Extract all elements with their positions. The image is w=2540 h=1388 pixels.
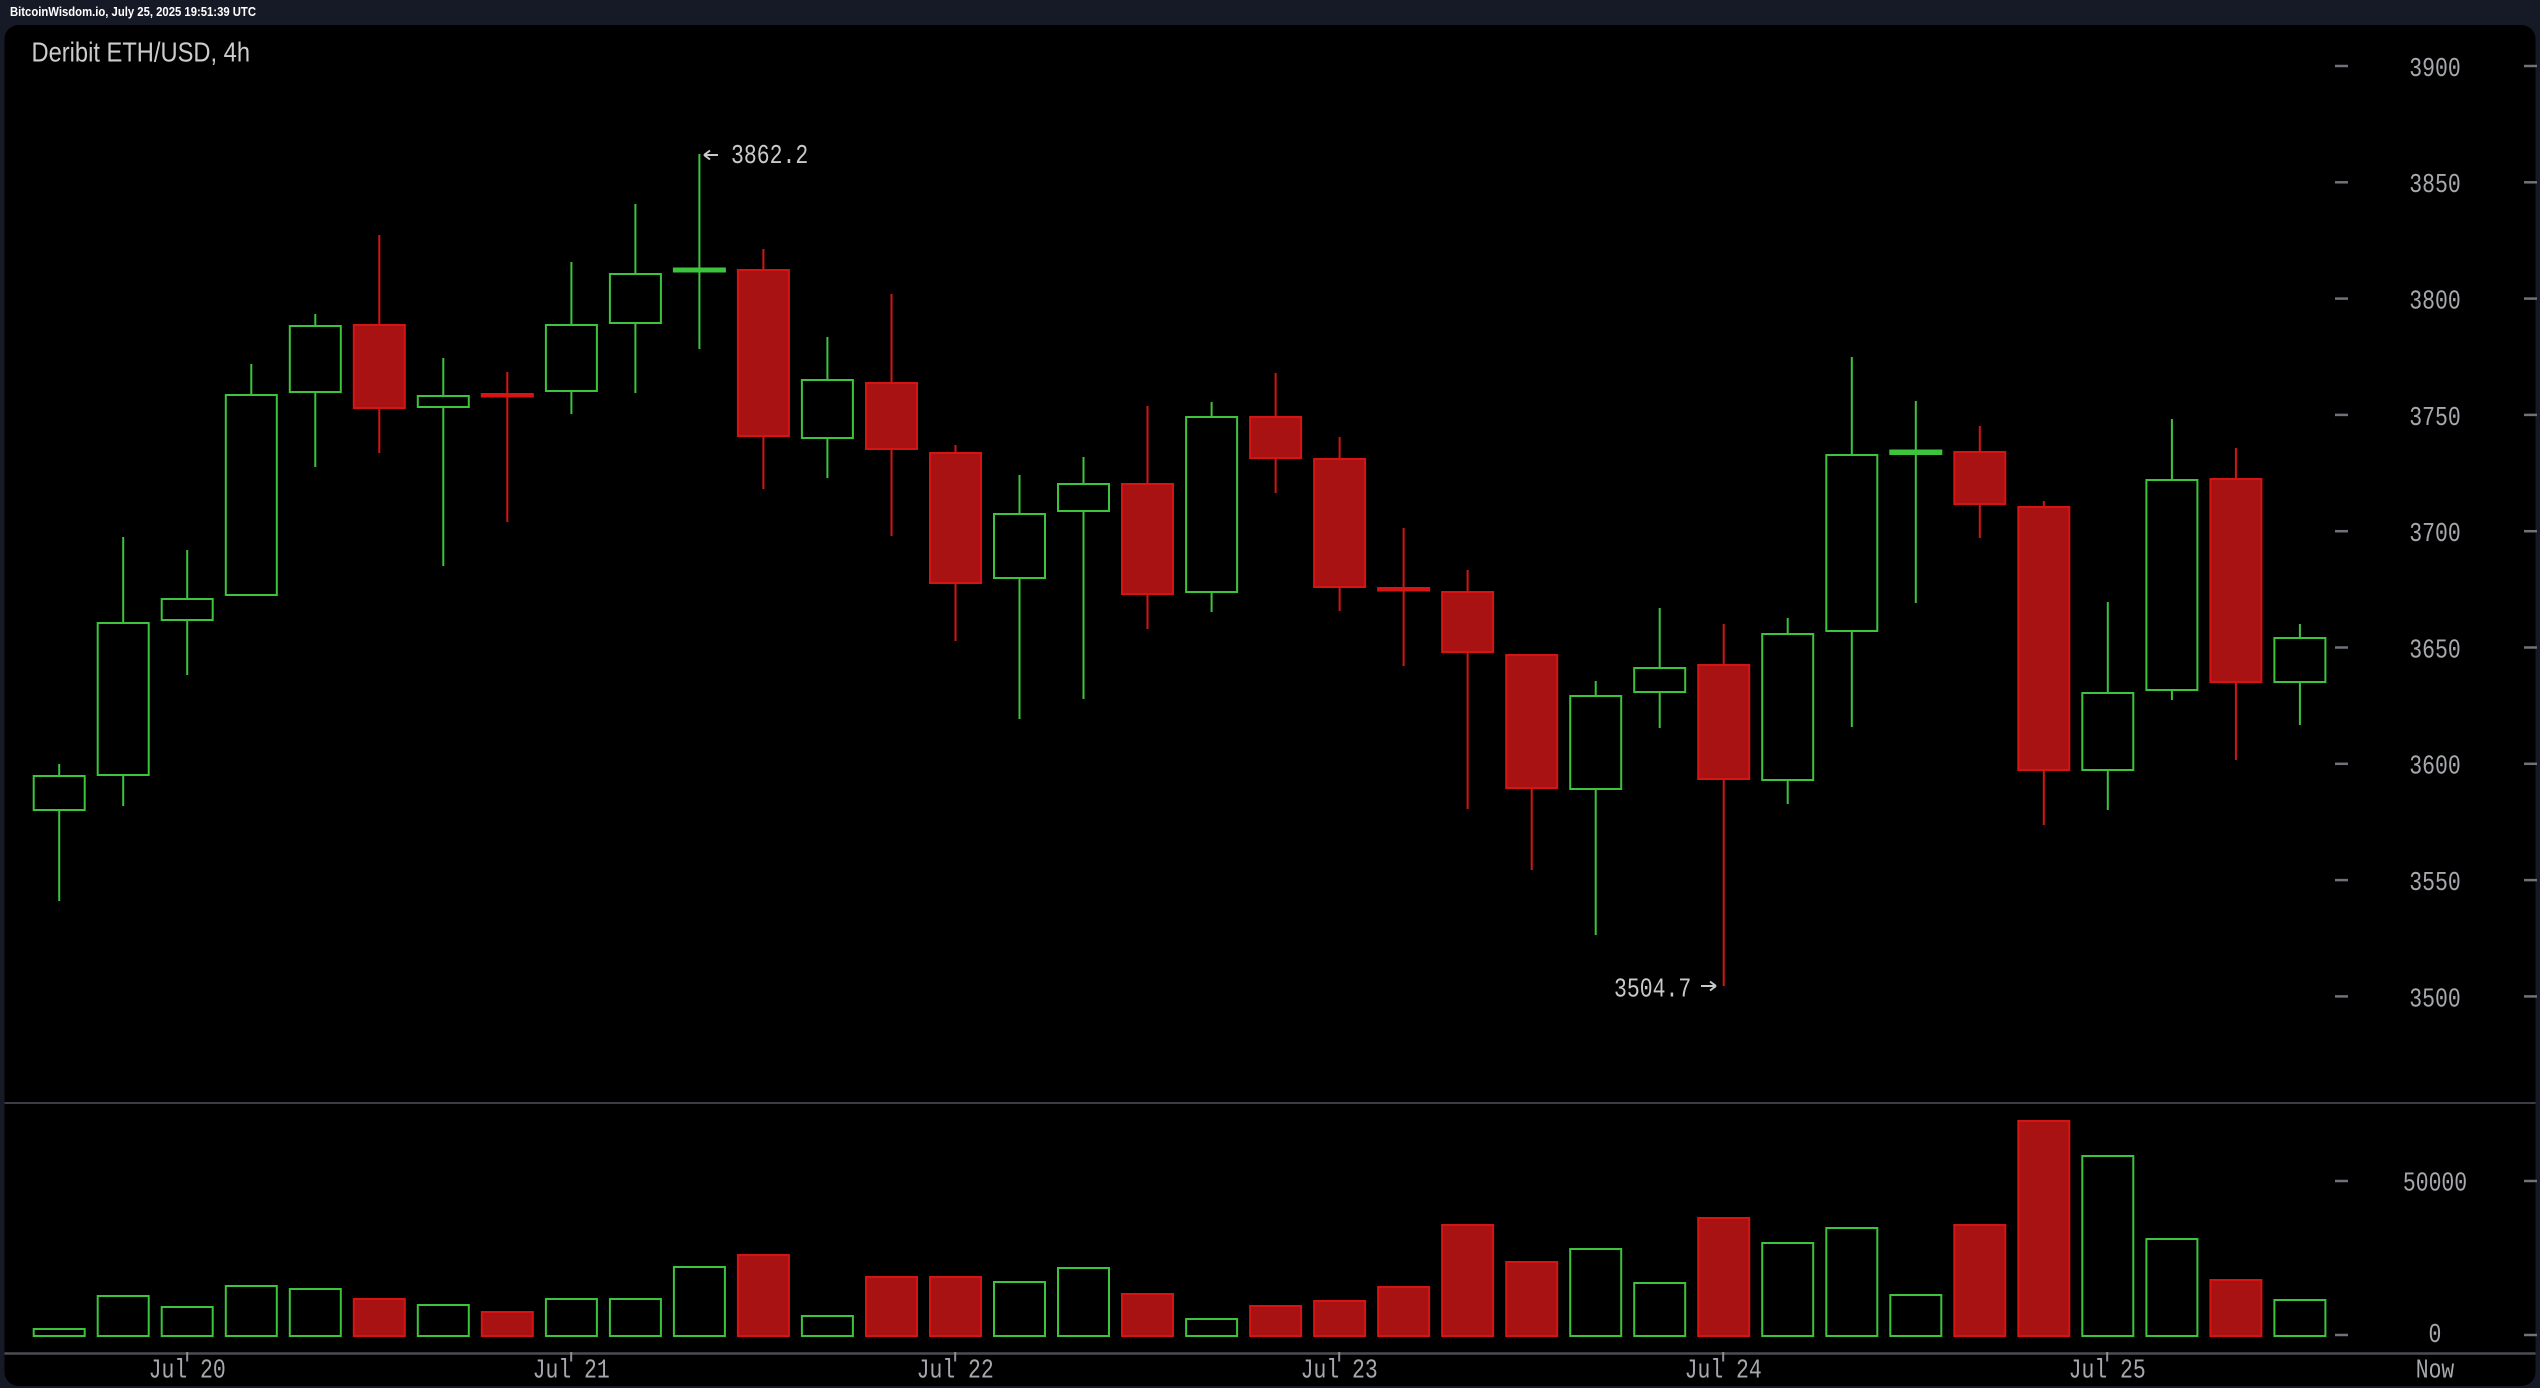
svg-text:Jul 21: Jul 21 bbox=[533, 1357, 610, 1387]
svg-text:3862.2: 3862.2 bbox=[731, 142, 808, 172]
svg-text:3850: 3850 bbox=[2409, 171, 2461, 201]
svg-text:Jul 24: Jul 24 bbox=[1685, 1357, 1762, 1387]
svg-text:3700: 3700 bbox=[2409, 520, 2461, 550]
svg-text:3900: 3900 bbox=[2409, 55, 2461, 85]
svg-text:3550: 3550 bbox=[2409, 869, 2461, 899]
svg-text:BitcoinWisdom.io, July 25, 202: BitcoinWisdom.io, July 25, 2025 19:51:39… bbox=[10, 4, 256, 19]
svg-text:3600: 3600 bbox=[2409, 753, 2461, 783]
svg-text:3800: 3800 bbox=[2409, 288, 2461, 318]
svg-text:Jul 22: Jul 22 bbox=[917, 1357, 994, 1387]
svg-text:3504.7: 3504.7 bbox=[1614, 975, 1691, 1005]
svg-text:0: 0 bbox=[2429, 1321, 2442, 1351]
svg-text:Jul 20: Jul 20 bbox=[149, 1357, 226, 1387]
svg-text:Jul 25: Jul 25 bbox=[2069, 1357, 2146, 1387]
svg-text:3650: 3650 bbox=[2409, 636, 2461, 666]
svg-text:Now: Now bbox=[2416, 1357, 2455, 1387]
svg-text:3500: 3500 bbox=[2409, 985, 2461, 1015]
svg-text:50000: 50000 bbox=[2403, 1169, 2467, 1199]
svg-text:3750: 3750 bbox=[2409, 404, 2461, 434]
svg-text:Deribit ETH/USD, 4h: Deribit ETH/USD, 4h bbox=[32, 37, 251, 68]
svg-text:Jul 23: Jul 23 bbox=[1301, 1357, 1378, 1387]
